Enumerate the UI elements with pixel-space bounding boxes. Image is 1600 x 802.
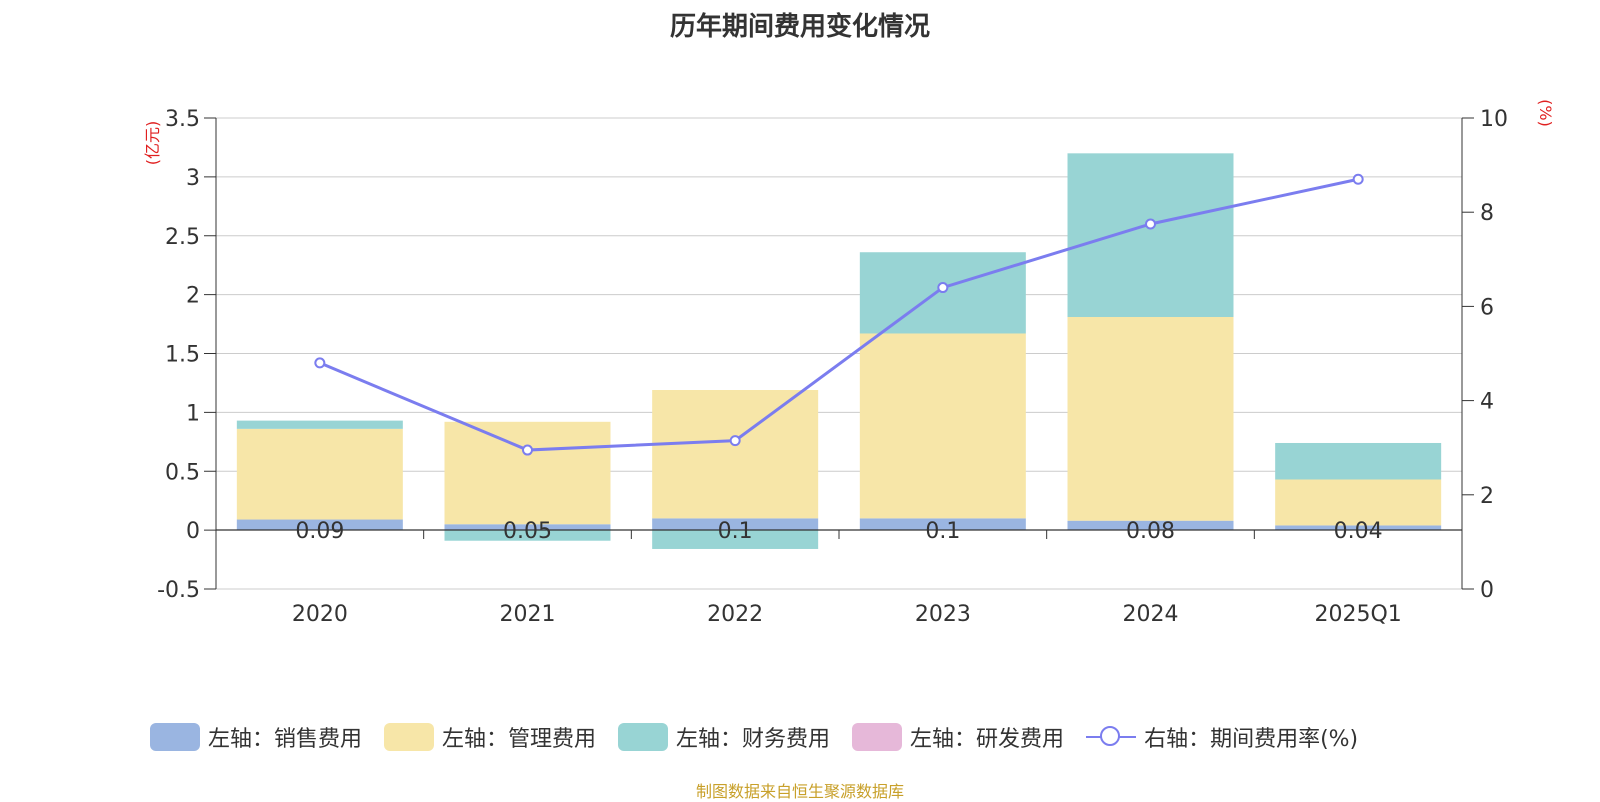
right-axis-tick-label: 2 <box>1480 484 1494 509</box>
rate-line <box>319 177 1359 452</box>
left-axis-tick-label: 0.5 <box>165 460 200 485</box>
bar-sales <box>859 518 1026 531</box>
legend-item-admin[interactable]: 左轴：管理费用 <box>384 721 596 753</box>
legend-label-sales: 左轴：销售费用 <box>208 727 363 752</box>
left-axis-tick-label: 1.5 <box>165 343 200 368</box>
legend-swatch-finance <box>618 723 669 751</box>
legend-swatch-rate <box>1086 723 1137 751</box>
data-label: 0.05 <box>503 519 552 544</box>
legend-item-sales[interactable]: 左轴：销售费用 <box>150 721 362 753</box>
bar-finance <box>1275 442 1442 480</box>
right-axis-tick-label: 0 <box>1480 578 1494 603</box>
right-axis-tick-label: 10 <box>1480 107 1508 132</box>
rate-point <box>522 444 533 456</box>
left-axis-tick-label: 2.5 <box>165 225 200 250</box>
data-label: 0.04 <box>1334 519 1383 544</box>
x-axis-tick-label: 2023 <box>915 602 971 627</box>
bar-finance <box>444 530 611 541</box>
bar-finance <box>652 530 819 549</box>
rate-point <box>314 357 326 369</box>
left-axis-tick-label: 2 <box>186 284 200 309</box>
bar-finance <box>236 420 403 429</box>
legend-item-finance[interactable]: 左轴：财务费用 <box>618 721 830 753</box>
right-axis-tick-label: 8 <box>1480 201 1494 226</box>
legend-label-finance: 左轴：财务费用 <box>676 727 831 752</box>
bar-sales <box>444 524 611 531</box>
left-axis-tick-label: 3 <box>186 166 200 191</box>
bar-sales <box>236 519 403 531</box>
bar-admin <box>859 333 1026 519</box>
data-label: 0.09 <box>295 519 344 544</box>
legend-label-rate: 右轴：期间费用率(%) <box>1144 727 1359 752</box>
legend: 左轴：销售费用 左轴：管理费用 左轴：财务费用 左轴：研发费用 右轴：期间费用率… <box>150 722 1380 752</box>
rate-point <box>1145 218 1156 230</box>
left-axis-tick-label: 0 <box>186 519 200 544</box>
chart-title: 历年期间费用变化情况 <box>669 12 930 42</box>
legend-item-rd[interactable]: 左轴：研发费用 <box>852 721 1064 753</box>
rate-point <box>937 282 949 294</box>
legend-label-rd: 左轴：研发费用 <box>910 727 1065 752</box>
legend-label-admin: 左轴：管理费用 <box>442 727 597 752</box>
legend-swatch-rd <box>852 723 903 751</box>
left-axis-tick-label: 1 <box>186 401 200 426</box>
x-axis-tick-label: 2025Q1 <box>1315 602 1402 627</box>
left-axis-unit: (亿元) <box>143 121 162 166</box>
rate-point <box>729 435 741 447</box>
bar-admin <box>444 421 611 525</box>
data-label: 0.08 <box>1126 519 1175 544</box>
rate-point <box>1352 173 1364 185</box>
legend-item-rate[interactable]: 右轴：期间费用率(%) <box>1086 721 1358 753</box>
x-axis-tick-label: 2022 <box>707 602 763 627</box>
right-axis-tick-label: 6 <box>1480 295 1494 320</box>
bar-finance <box>1067 153 1234 317</box>
bar-sales <box>1067 520 1234 531</box>
bar-sales <box>1275 525 1442 531</box>
data-label: 0.1 <box>925 519 960 544</box>
chart-area: -0.5 0 0.5 1 1.5 2 2.5 3 3.5 0 2 4 6 8 10 (亿元) (%) 0.09 0.… <box>143 99 1555 627</box>
source-note: 制图数据来自恒生聚源数据库 <box>695 782 904 801</box>
bar-admin <box>1275 479 1442 526</box>
data-label: 0.1 <box>718 519 753 544</box>
left-axis-tick-label: -0.5 <box>157 578 200 603</box>
right-axis-tick-label: 4 <box>1480 390 1494 415</box>
bar-admin <box>236 428 403 520</box>
bar-admin <box>652 390 819 519</box>
x-axis-tick-label: 2021 <box>500 602 556 627</box>
x-axis-tick-label: 2020 <box>292 602 348 627</box>
right-axis-unit: (%) <box>1536 99 1555 127</box>
legend-swatch-sales <box>150 723 200 751</box>
bar-sales <box>652 518 819 531</box>
bar-admin <box>1067 316 1234 521</box>
left-axis-tick-label: 3.5 <box>165 107 200 132</box>
legend-swatch-admin <box>384 723 435 751</box>
x-axis-tick-label: 2024 <box>1123 602 1179 627</box>
